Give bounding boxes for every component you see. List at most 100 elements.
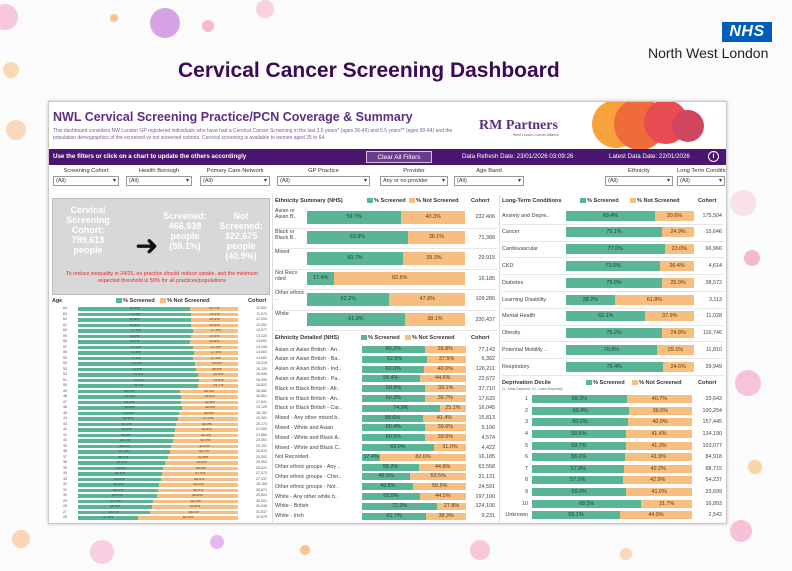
not-screened-segment[interactable]: 44.8% (419, 463, 466, 471)
age-row-bar[interactable]: 52.6% 47.4% (78, 472, 238, 476)
screened-segment[interactable]: 55.1% (532, 511, 621, 520)
age-row[interactable]: 56 72.5% 27.5% 14,603 (52, 350, 270, 355)
not-screened-segment[interactable]: 37.9% (645, 311, 694, 322)
screened-segment[interactable]: 57.8% (532, 464, 625, 473)
not-screened-segment[interactable]: 39.1% (425, 385, 466, 393)
screened-segment[interactable]: 60.4% (362, 424, 425, 432)
not-screened-segment[interactable]: 29.1% (656, 344, 694, 355)
age-row[interactable]: 41 60.0% 40.0% 21,860 (52, 433, 270, 438)
age-row-bar[interactable]: 63.4% 36.6% (78, 411, 238, 416)
ethnicity-detailed-row[interactable]: White - British 72.2% 27.8% 124,106 (275, 502, 497, 511)
ethnicity-detailed-row[interactable]: Black or Black British - An.. 60.3% 39.7% 1… (275, 394, 497, 403)
screened-segment[interactable]: 63.7% (78, 389, 180, 394)
screened-segment[interactable]: 46.4% (78, 505, 153, 509)
ltc-row-bar[interactable]: 75.1% 24.9% (566, 227, 694, 238)
deprivation-row-bar[interactable]: 60.0% 40.0% (532, 418, 692, 427)
not-screened-segment[interactable]: 38.1% (404, 313, 465, 326)
not-screened-segment[interactable]: 36.3% (179, 389, 238, 394)
screened-segment[interactable]: 54.5% (78, 461, 166, 465)
filter-select[interactable]: Any or no provider (380, 176, 448, 186)
screened-segment[interactable]: 60.0% (78, 433, 174, 438)
screened-segment[interactable]: 74.9% (362, 404, 440, 412)
not-screened-segment[interactable]: 31.7% (641, 499, 692, 508)
screened-segment[interactable]: 63.4% (78, 411, 180, 416)
age-row-bar[interactable]: 75.3% 24.7% (78, 384, 238, 388)
age-row[interactable]: 60 72.1% 27.9% 12,977 (52, 328, 270, 333)
age-row-bar[interactable]: 70.2% 29.8% (78, 340, 238, 344)
kpi-cohort[interactable]: Cervical Screening Cohort: 789,613 peopl… (55, 205, 121, 255)
screened-segment[interactable]: 64.5% (78, 400, 182, 405)
ethnicity-detailed-row-bar[interactable]: 60.3% 39.7% (362, 395, 466, 402)
age-row[interactable]: 64 70.3% 29.7% 10,851 (52, 306, 270, 311)
age-row[interactable]: 45 63.4% 36.6% 18,783 (52, 411, 270, 416)
age-row[interactable]: 61 70.4% 29.6% 12,551 (52, 323, 270, 328)
ethnicity-detailed-row-bar[interactable]: 60.9% 39.1% (362, 385, 466, 393)
age-row[interactable]: 36 54.5% 45.5% 25,962 (52, 460, 270, 465)
ethnicity-detailed-row-bar[interactable]: 61.7% 38.3% (362, 512, 466, 520)
screened-segment[interactable]: 57.1% (532, 476, 624, 485)
ethnicity-detailed-row[interactable]: Asian or Asian British - Pa.. 55.4% 44.6% 2… (275, 374, 497, 383)
ethnicity-detailed-row-bar[interactable]: 74.9% 25.1% (362, 404, 466, 412)
screened-segment[interactable]: 60.9% (362, 385, 426, 393)
screened-segment[interactable]: 72.1% (78, 356, 194, 361)
ltc-row[interactable]: Learning Disability 38.2% 61.8% 3,113 (502, 292, 724, 307)
screened-segment[interactable]: 56.2% (78, 455, 168, 460)
clear-filters-button[interactable]: Clear All Filters (366, 151, 432, 163)
not-screened-segment[interactable]: 46.6% (163, 466, 238, 471)
deprivation-row-bar[interactable]: 60.4% 39.6% (532, 406, 692, 415)
filter-primary-care-network[interactable]: Primary Care Network (All) (200, 168, 270, 186)
ethnicity-detailed-row[interactable]: Mixed - White and Black C.. 69.0% 31.0% 4,4… (275, 443, 497, 452)
deprivation-row-bar[interactable]: 59.0% 41.0% (532, 488, 692, 497)
not-screened-segment[interactable]: 39.3% (402, 251, 465, 265)
screened-segment[interactable]: 59.0% (532, 488, 627, 497)
ethnicity-detailed-row[interactable]: Asian or Asian British - An.. 60.2% 39.8% 7… (275, 345, 497, 354)
age-row-bar[interactable]: 70.4% 29.6% (78, 323, 238, 328)
not-screened-segment[interactable]: 27.9% (193, 356, 238, 361)
not-screened-segment[interactable]: 40.0% (628, 418, 692, 427)
age-row[interactable]: 53 73.5% 26.5% 15,129 (52, 367, 270, 372)
age-row-bar[interactable]: 63.7% 36.3% (78, 389, 238, 394)
age-row-bar[interactable]: 53.4% 46.6% (78, 466, 238, 471)
age-row[interactable]: 39 58.0% 42.0% 23,151 (52, 444, 270, 449)
deprivation-row[interactable]: 9 59.0% 41.0% 33,699 (502, 487, 724, 498)
not-screened-segment[interactable]: 49.2% (159, 483, 238, 487)
age-row-bar[interactable]: 73.5% 26.5% (78, 367, 238, 372)
ltc-row[interactable]: Cardiovascular 77.0% 23.0% 66,966 (502, 242, 724, 257)
filter-select[interactable]: (All) (277, 176, 370, 186)
age-row-bar[interactable]: 70.9% 29.1% (78, 312, 238, 317)
filter-select[interactable]: (All) (605, 176, 673, 186)
ethnicity-detailed-row[interactable]: White - Irish 61.7% 38.3% 9,231 (275, 512, 497, 521)
screened-segment[interactable]: 64.6% (78, 395, 182, 399)
screened-segment[interactable]: 46.5% (362, 473, 411, 481)
screened-segment[interactable]: 75.4% (566, 361, 663, 372)
filter-provider[interactable]: Provider Any or no provider (380, 168, 448, 186)
screened-segment[interactable]: 55.4% (362, 375, 420, 383)
not-screened-segment[interactable]: 82.6% (380, 453, 466, 461)
screened-segment[interactable]: 61.7% (362, 512, 427, 520)
ltc-row-bar[interactable]: 77.0% 23.0% (566, 244, 694, 255)
not-screened-segment[interactable]: 44.9% (620, 511, 692, 520)
age-row[interactable]: 32 50.8% 49.2% 28,165 (52, 482, 270, 487)
age-row[interactable]: 33 51.6% 48.4% 27,437 (52, 477, 270, 482)
age-row-bar[interactable]: 64.8% 35.2% (78, 406, 238, 410)
ethnicity-detailed-row-bar[interactable]: 60.4% 39.6% (362, 424, 466, 432)
ethnicity-detailed-row[interactable]: Other ethnic groups - Not .. 49.5% 50.5% 24… (275, 482, 497, 491)
screened-segment[interactable]: 49.2% (78, 494, 157, 498)
not-screened-segment[interactable]: 26.6% (195, 362, 238, 366)
filter-select[interactable]: (All) (454, 176, 524, 186)
ltc-row[interactable]: Diabetes 75.0% 25.0% 38,572 (502, 275, 724, 290)
ethnicity-detailed-row-bar[interactable]: 72.2% 27.8% (362, 502, 466, 510)
not-screened-segment[interactable]: 39.5% (424, 434, 466, 442)
deprivation-row[interactable]: 5 58.7% 41.3% 103,077 (502, 440, 724, 451)
age-row-bar[interactable]: 44.7% 55.3% (78, 510, 238, 515)
screened-segment[interactable]: 70.9% (78, 312, 192, 317)
ethnicity-detailed-row[interactable]: Black or Black British - Afr.. 60.9% 39.1%… (275, 384, 497, 393)
age-row-bar[interactable]: 37.6% 62.4% (78, 516, 238, 520)
ethnicity-summary-row[interactable]: Not Reco rded 17.4% 82.6% 16,185 (275, 270, 497, 288)
screened-segment[interactable]: 69.0% (362, 444, 434, 451)
age-row[interactable]: 51 75.4% 24.6% 16,006 (52, 378, 270, 383)
screened-segment[interactable]: 38.2% (566, 294, 615, 305)
ethnicity-summary-row[interactable]: White 61.9% 38.1% 330,437 (275, 311, 497, 329)
not-screened-segment[interactable]: 52.9% (153, 499, 238, 504)
not-screened-segment[interactable]: 36.6% (179, 411, 238, 416)
